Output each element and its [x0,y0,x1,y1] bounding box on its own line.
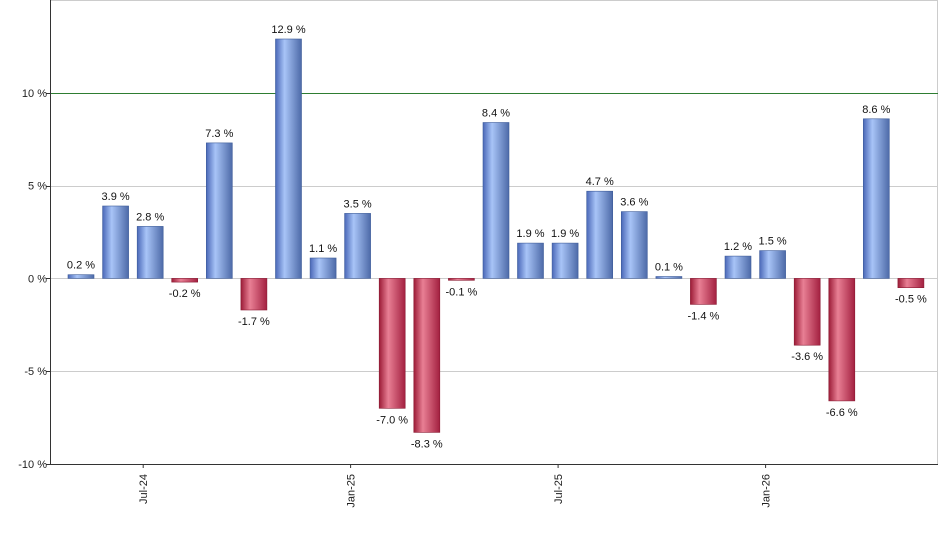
bar [378,278,406,409]
y-tick-label: 0 % [28,273,47,285]
data-label: 1.2 % [724,241,752,253]
bar [309,257,337,279]
bar [586,190,614,279]
data-label: 12.9 % [271,24,305,36]
bar [448,278,475,281]
data-label: -1.7 % [238,316,270,328]
x-tick-label: Jan-25 [346,474,358,508]
data-label: -0.1 % [446,286,478,298]
data-label: 0.1 % [655,262,683,274]
axes: 10 % 5 % 0 % -5 % -10 % Jul-24 Jan-25 Jul-25 Jan… [18,0,938,508]
x-tick-label: Jul-25 [553,474,565,504]
data-label: 3.5 % [344,198,372,210]
data-label: 8.6 % [862,104,890,116]
data-label: -7.0 % [376,414,408,426]
y-tick-label: 10 % [22,88,47,100]
data-label: 1.5 % [759,236,787,248]
data-label: 7.3 % [205,128,233,140]
bar [240,278,268,311]
bar [690,278,717,305]
bar [793,278,821,346]
data-label: 1.9 % [551,228,579,240]
x-tick-label: Jul-24 [138,474,150,504]
data-label: 1.9 % [516,228,544,240]
bar [620,211,648,279]
bar [759,250,786,279]
data-label: -1.4 % [688,310,720,322]
y-tick-label: -10 % [18,459,47,471]
data-label: 8.4 % [482,108,510,120]
data-label: -0.2 % [169,288,201,300]
bar [897,278,925,288]
bar [551,242,579,279]
data-label: -3.6 % [791,351,823,363]
bars [67,38,925,433]
data-label: 1.1 % [309,243,337,255]
bar [517,242,544,279]
bar [206,142,233,279]
bar [136,226,164,279]
data-label: -0.5 % [895,294,927,306]
bar [67,274,95,279]
bar [413,278,441,433]
bar [655,276,683,279]
data-label: -8.3 % [411,438,443,450]
bar [171,278,198,283]
data-label: 2.8 % [136,211,164,223]
bar [344,213,371,279]
y-tick-label: 5 % [28,181,47,193]
bar [482,122,510,279]
x-tick-label: Jan-26 [761,474,773,508]
data-label: 0.2 % [67,260,95,272]
data-label: 3.9 % [102,191,130,203]
bar [275,38,302,279]
data-label: 4.7 % [586,176,614,188]
bar [862,118,890,279]
data-label: 3.6 % [620,197,648,209]
data-labels: 0.2 % 3.9 % 2.8 % -0.2 % 7.3 % -1.7 % 12.9 % 1.… [67,24,927,450]
data-label: -6.6 % [826,407,858,419]
bar [724,255,752,279]
bar [102,205,129,279]
bar [828,278,856,402]
y-tick-label: -5 % [24,366,47,378]
